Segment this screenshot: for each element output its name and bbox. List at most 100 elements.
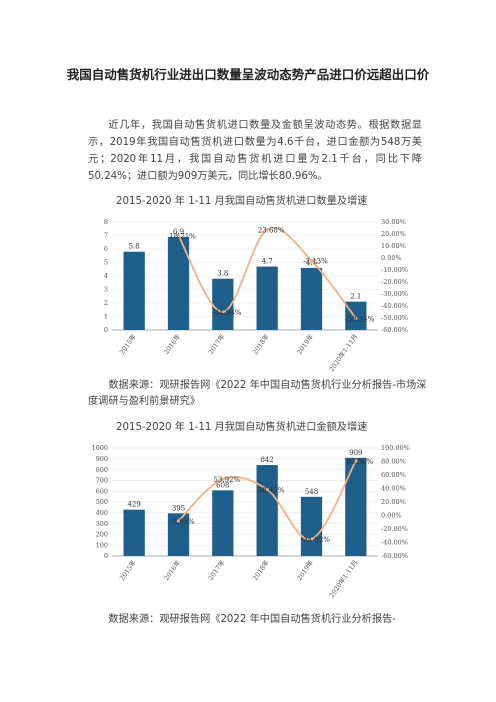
y-tick-label: 600 bbox=[96, 487, 108, 495]
bar bbox=[212, 278, 234, 330]
y-tick-label: 700 bbox=[96, 477, 108, 485]
y2-tick-label: 30.00% bbox=[381, 218, 406, 226]
y-tick-label: 300 bbox=[96, 520, 108, 528]
x-tick-label: 2019年 bbox=[295, 332, 316, 356]
growth-rate-label: 23.68% bbox=[258, 227, 285, 235]
y-tick-label: 7 bbox=[104, 232, 108, 240]
y-tick-label: 6 bbox=[104, 245, 108, 253]
chart2-svg: 0 100 200 300 400 500 600 700 800 900 1000 -60.00% -… bbox=[91, 444, 410, 599]
bar-value-label: 3.8 bbox=[217, 270, 228, 278]
y-tick-label: 1000 bbox=[91, 444, 108, 452]
growth-rate-label: 18.71% bbox=[169, 233, 196, 241]
growth-rate-point bbox=[309, 537, 314, 541]
y-tick-label: 1 bbox=[104, 313, 108, 321]
x-tick-label: 2020年1-11月 bbox=[327, 558, 360, 599]
y2-tick-label: -20.00% bbox=[381, 525, 408, 533]
y2-tick-label: -30.00% bbox=[381, 290, 408, 298]
y-tick-label: 500 bbox=[96, 498, 108, 506]
y-tick-label: 800 bbox=[96, 466, 108, 474]
chart1-source: 数据来源：观研报告网《2022 年中国自动售货机行业分析报告-市场深度调研与盈利… bbox=[88, 380, 427, 407]
growth-rate-label: -44.93% bbox=[212, 309, 241, 317]
y2-tick-label: -60.00% bbox=[381, 552, 408, 560]
x-tick-label: 2015年 bbox=[117, 558, 138, 582]
y2-tick-label: 80.00% bbox=[381, 458, 406, 466]
growth-rate-point bbox=[221, 310, 225, 314]
y2-tick-label: 10.00% bbox=[381, 242, 406, 250]
growth-rate-point bbox=[354, 316, 358, 320]
bar-value-label: 5.8 bbox=[129, 243, 140, 251]
y2-tick-label: -60.00% bbox=[381, 326, 408, 334]
x-tick-label: 2018年 bbox=[250, 332, 271, 356]
y2-tick-label: 100.00% bbox=[381, 444, 410, 452]
bar bbox=[256, 266, 278, 330]
y2-tick-label: -50.00% bbox=[381, 314, 408, 322]
y-tick-label: 200 bbox=[96, 531, 108, 539]
bar-value-label: 395 bbox=[172, 504, 185, 512]
y-tick-label: 2 bbox=[104, 299, 108, 307]
growth-rate-point bbox=[221, 477, 225, 481]
bar-value-label: 548 bbox=[305, 488, 318, 496]
y-tick-label: 0 bbox=[104, 552, 108, 560]
y-tick-label: 8 bbox=[104, 218, 108, 226]
y2-tick-label: 60.00% bbox=[381, 471, 406, 479]
chart2-caption: 2015-2020 年 1-11 月我国自动售货机进口金额及增速 bbox=[116, 422, 368, 433]
growth-rate-label: -7.93% bbox=[170, 518, 195, 526]
article-title: 我国自动售货机行业进出口数量呈波动态势产品进口价远超出口价 bbox=[66, 67, 430, 82]
bar bbox=[345, 301, 367, 330]
bar-value-label: 4.6 bbox=[306, 259, 318, 267]
y2-tick-label: 40.00% bbox=[381, 485, 406, 493]
growth-rate-point bbox=[309, 258, 314, 263]
growth-rate-point bbox=[176, 519, 181, 523]
growth-rate-label: 53.92% bbox=[213, 476, 240, 484]
bar-value-label: 608 bbox=[216, 481, 229, 489]
chart1-svg: 0 1 2 3 4 5 6 7 8 -60.00% -50.00% -40.00% -30.00% -20… bbox=[104, 218, 408, 373]
x-tick-label: 2015年 bbox=[117, 332, 138, 356]
bar-value-label: 909 bbox=[349, 449, 362, 457]
bar bbox=[167, 236, 190, 330]
bar-value-label: 842 bbox=[260, 456, 273, 464]
y-tick-label: 100 bbox=[96, 541, 108, 549]
bar bbox=[256, 465, 278, 556]
y2-tick-label: 0.00% bbox=[381, 512, 402, 520]
x-tick-label: 2020年1-11月 bbox=[327, 332, 360, 373]
bar bbox=[212, 490, 234, 556]
chart2-source: 数据来源：观研报告网《2022 年中国自动售货机行业分析报告- bbox=[108, 614, 396, 625]
bar bbox=[300, 496, 323, 556]
y2-tick-label: -10.00% bbox=[381, 266, 408, 274]
growth-rate-point bbox=[176, 233, 181, 238]
intro-paragraph: 近几年，我国自动售货机进口数量及金额呈波动态势。根据数据显示，2019年我国自动… bbox=[88, 120, 422, 182]
growth-rate-point bbox=[265, 227, 269, 232]
x-tick-label: 2017年 bbox=[206, 332, 227, 356]
y-tick-label: 5 bbox=[104, 259, 108, 267]
bar-value-label: 4.7 bbox=[262, 258, 273, 266]
bar-value-label: 2.1 bbox=[350, 293, 361, 301]
chart1-caption: 2015-2020 年 1-11 月我国自动售货机进口数量及增速 bbox=[116, 196, 368, 207]
x-tick-label: 2016年 bbox=[162, 558, 183, 582]
x-tick-label: 2016年 bbox=[162, 332, 183, 356]
chart-import-value: 0 100 200 300 400 500 600 700 800 900 1000 -60.00% -… bbox=[88, 438, 422, 601]
growth-rate-label: -50.24% bbox=[345, 315, 374, 323]
y-tick-label: 4 bbox=[104, 272, 108, 280]
x-tick-label: 2017年 bbox=[206, 558, 227, 582]
y2-tick-label: 0.00% bbox=[381, 254, 402, 262]
growth-rate-line bbox=[177, 460, 357, 540]
growth-rate-label: -34.92% bbox=[301, 536, 330, 544]
growth-rate-label: 38.45% bbox=[258, 487, 285, 495]
y-tick-label: 400 bbox=[96, 509, 108, 517]
y2-tick-label: 20.00% bbox=[381, 498, 406, 506]
y-tick-label: 0 bbox=[104, 326, 108, 334]
y2-tick-label: -20.00% bbox=[381, 278, 408, 286]
bar bbox=[123, 251, 145, 330]
growth-rate-label: 80.96% bbox=[346, 458, 373, 466]
bar-value-label: 429 bbox=[127, 501, 140, 509]
bar bbox=[300, 267, 323, 330]
bar bbox=[167, 513, 190, 556]
x-tick-label: 2018年 bbox=[250, 558, 271, 582]
chart-import-quantity: 0 1 2 3 4 5 6 7 8 -60.00% -50.00% -40.00% -30.00% -20… bbox=[88, 212, 422, 375]
y2-tick-label: 20.00% bbox=[381, 230, 406, 238]
bar bbox=[345, 457, 367, 556]
growth-rate-line bbox=[177, 227, 357, 319]
bar bbox=[123, 509, 145, 556]
growth-rate-label: -2.13% bbox=[303, 258, 328, 266]
y2-tick-label: -40.00% bbox=[381, 539, 408, 547]
